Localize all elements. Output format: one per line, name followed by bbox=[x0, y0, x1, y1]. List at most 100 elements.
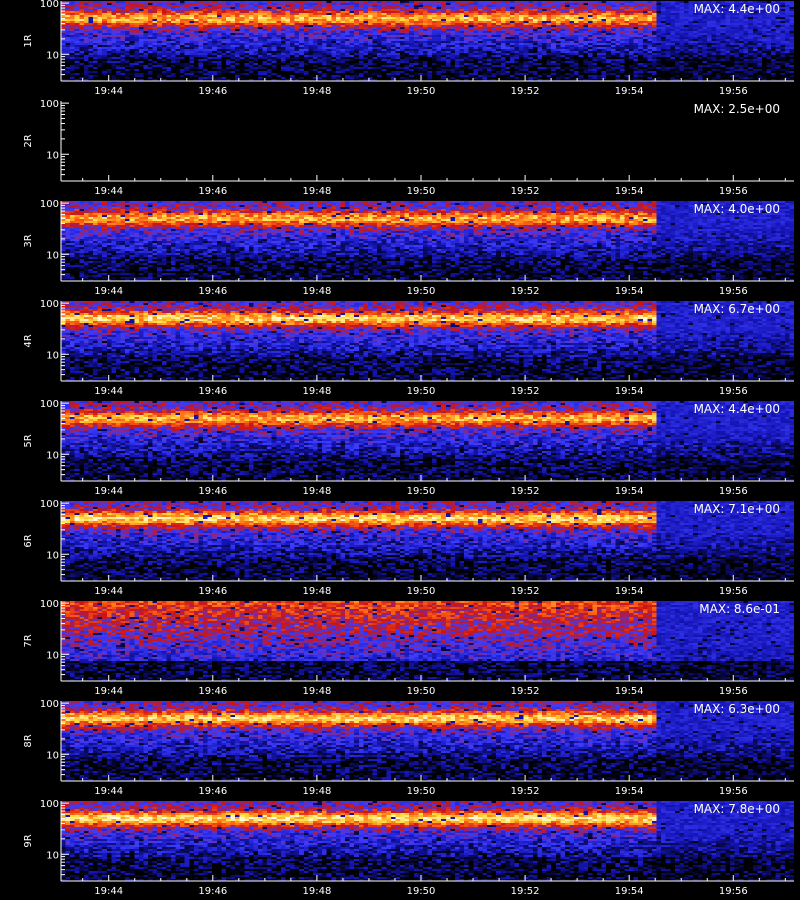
y-tick-label: 10 bbox=[46, 650, 59, 661]
y-tick-label: 100 bbox=[40, 399, 59, 410]
spectrogram-image bbox=[61, 501, 794, 581]
x-tick-label: 19:56 bbox=[719, 886, 748, 897]
y-tick-label: 10 bbox=[46, 250, 59, 261]
x-tick-label: 19:52 bbox=[511, 686, 540, 697]
x-tick-label: 19:48 bbox=[302, 686, 331, 697]
y-tick-label: 10 bbox=[46, 50, 59, 61]
x-tick-label: 19:54 bbox=[615, 686, 644, 697]
plot-area bbox=[61, 101, 794, 181]
max-label: MAX: 4.4e+00 bbox=[694, 402, 780, 416]
panel-label: 6R bbox=[23, 534, 34, 547]
x-tick-label: 19:54 bbox=[615, 886, 644, 897]
y-tick-label: 100 bbox=[40, 199, 59, 210]
x-tick-label: 19:54 bbox=[615, 386, 644, 397]
panel-label: 8R bbox=[23, 734, 34, 747]
x-tick-label: 19:46 bbox=[198, 286, 227, 297]
max-label: MAX: 8.6e-01 bbox=[699, 602, 780, 616]
x-tick-label: 19:48 bbox=[302, 286, 331, 297]
max-label: MAX: 4.0e+00 bbox=[694, 202, 780, 216]
max-label: MAX: 7.1e+00 bbox=[694, 502, 780, 516]
x-tick-label: 19:44 bbox=[94, 286, 123, 297]
panel-5R: 100 10 5R 19:44 19:46 19:48 19:50 19:52 19:54 19:… bbox=[23, 399, 794, 497]
y-tick-label: 10 bbox=[46, 550, 59, 561]
y-tick-label: 10 bbox=[46, 450, 59, 461]
panel-label: 3R bbox=[23, 234, 34, 247]
spectrogram-image bbox=[61, 601, 794, 681]
panel-3R: 100 10 3R 19:44 19:46 19:48 19:50 19:52 19:54 19:… bbox=[23, 199, 794, 297]
y-tick-label: 100 bbox=[40, 799, 59, 810]
spectrogram-image bbox=[61, 801, 794, 881]
x-tick-label: 19:52 bbox=[511, 786, 540, 797]
panel-label: 9R bbox=[23, 834, 34, 847]
x-tick-label: 19:48 bbox=[302, 786, 331, 797]
x-tick-label: 19:44 bbox=[94, 886, 123, 897]
x-tick-label: 19:50 bbox=[407, 586, 436, 597]
y-tick-label: 10 bbox=[46, 150, 59, 161]
x-tick-label: 19:54 bbox=[615, 186, 644, 197]
x-tick-label: 19:48 bbox=[302, 86, 331, 97]
y-tick-label: 100 bbox=[40, 499, 59, 510]
x-tick-label: 19:44 bbox=[94, 686, 123, 697]
x-tick-label: 19:50 bbox=[407, 86, 436, 97]
x-tick-label: 19:56 bbox=[719, 386, 748, 397]
spectrogram-image bbox=[61, 201, 794, 281]
x-tick-label: 19:52 bbox=[511, 386, 540, 397]
x-tick-label: 19:54 bbox=[615, 286, 644, 297]
panel-8R: 100 10 8R 19:44 19:46 19:48 19:50 19:52 19:54 19:… bbox=[23, 699, 794, 797]
x-tick-label: 19:52 bbox=[511, 586, 540, 597]
x-tick-label: 19:56 bbox=[719, 286, 748, 297]
x-tick-label: 19:50 bbox=[407, 286, 436, 297]
max-label: MAX: 7.8e+00 bbox=[694, 802, 780, 816]
spectrogram-image bbox=[61, 701, 794, 781]
x-tick-label: 19:44 bbox=[94, 86, 123, 97]
panel-9R: 100 10 9R 19:44 19:46 19:48 19:50 19:52 19:54 19:… bbox=[23, 799, 794, 897]
max-label: MAX: 6.3e+00 bbox=[694, 702, 780, 716]
panel-label: 7R bbox=[23, 634, 34, 647]
x-tick-label: 19:48 bbox=[302, 386, 331, 397]
max-label: MAX: 6.7e+00 bbox=[694, 302, 780, 316]
x-tick-label: 19:46 bbox=[198, 386, 227, 397]
panel-label: 1R bbox=[23, 34, 34, 47]
x-tick-label: 19:46 bbox=[198, 786, 227, 797]
x-tick-label: 19:50 bbox=[407, 686, 436, 697]
panel-label: 5R bbox=[23, 434, 34, 447]
x-tick-label: 19:52 bbox=[511, 86, 540, 97]
x-tick-label: 19:48 bbox=[302, 586, 331, 597]
x-tick-label: 19:56 bbox=[719, 86, 748, 97]
x-tick-label: 19:48 bbox=[302, 886, 331, 897]
x-tick-label: 19:54 bbox=[615, 586, 644, 597]
x-tick-label: 19:50 bbox=[407, 786, 436, 797]
y-tick-label: 100 bbox=[40, 299, 59, 310]
x-tick-label: 19:46 bbox=[198, 686, 227, 697]
panels: 100 10 1R 19:44 19:46 19:48 19:50 19:52 19:54 19:… bbox=[23, 0, 794, 897]
y-tick-label: 100 bbox=[40, 699, 59, 710]
x-tick-label: 19:50 bbox=[407, 386, 436, 397]
x-tick-label: 19:52 bbox=[511, 486, 540, 497]
y-tick-label: 100 bbox=[40, 99, 59, 110]
x-tick-label: 19:50 bbox=[407, 186, 436, 197]
panel-1R: 100 10 1R 19:44 19:46 19:48 19:50 19:52 19:54 19:… bbox=[23, 0, 794, 97]
panel-label: 2R bbox=[23, 134, 34, 147]
max-label: MAX: 4.4e+00 bbox=[694, 2, 780, 16]
x-tick-label: 19:52 bbox=[511, 886, 540, 897]
x-tick-label: 19:44 bbox=[94, 786, 123, 797]
x-tick-label: 19:50 bbox=[407, 486, 436, 497]
x-tick-label: 19:48 bbox=[302, 186, 331, 197]
x-tick-label: 19:54 bbox=[615, 86, 644, 97]
panel-6R: 100 10 6R 19:44 19:46 19:48 19:50 19:52 19:54 19:… bbox=[23, 499, 794, 597]
panel-7R: 100 10 7R 19:44 19:46 19:48 19:50 19:52 19:54 19:… bbox=[23, 599, 794, 697]
x-tick-label: 19:54 bbox=[615, 786, 644, 797]
x-tick-label: 19:56 bbox=[719, 586, 748, 597]
x-tick-label: 19:46 bbox=[198, 86, 227, 97]
panel-4R: 100 10 4R 19:44 19:46 19:48 19:50 19:52 19:54 19:… bbox=[23, 299, 794, 397]
x-tick-label: 19:56 bbox=[719, 186, 748, 197]
x-tick-label: 19:44 bbox=[94, 186, 123, 197]
panel-label: 4R bbox=[23, 334, 34, 347]
x-tick-label: 19:46 bbox=[198, 886, 227, 897]
x-tick-label: 19:52 bbox=[511, 286, 540, 297]
x-tick-label: 19:44 bbox=[94, 486, 123, 497]
y-tick-label: 10 bbox=[46, 750, 59, 761]
y-tick-label: 100 bbox=[40, 0, 59, 10]
x-tick-label: 19:56 bbox=[719, 486, 748, 497]
